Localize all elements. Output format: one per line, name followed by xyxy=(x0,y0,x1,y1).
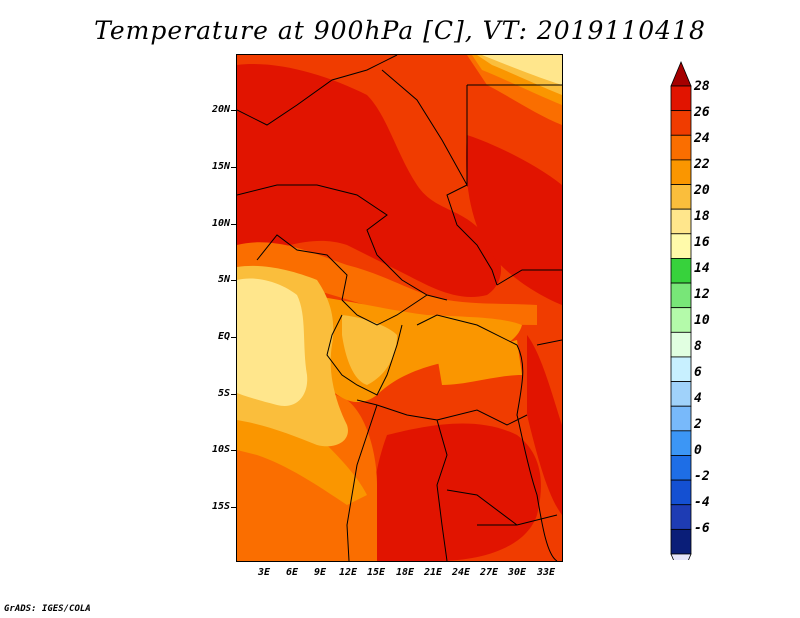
colorbar-swatch xyxy=(670,184,692,210)
colorbar-label: 10 xyxy=(694,313,710,328)
colorbar-label: -4 xyxy=(694,495,710,510)
colorbar-label: 6 xyxy=(694,365,702,380)
lat-tick xyxy=(231,450,236,451)
temperature-map xyxy=(236,54,563,562)
colorbar-swatch xyxy=(670,528,692,555)
colorbar-label: 4 xyxy=(694,391,702,406)
colorbar-swatch xyxy=(670,258,692,284)
colorbar-swatch xyxy=(670,159,692,185)
colorbar-label: 2 xyxy=(694,417,702,432)
colorbar-swatch xyxy=(670,381,692,407)
colorbar-swatch xyxy=(670,208,692,235)
colorbar-label: 18 xyxy=(694,209,710,224)
lat-tick xyxy=(231,167,236,168)
colorbar-swatch xyxy=(670,110,692,136)
lon-label: 12E xyxy=(338,567,358,578)
colorbar-label: 0 xyxy=(694,443,702,458)
lon-label: 24E xyxy=(451,567,471,578)
colorbar-label: 8 xyxy=(694,339,702,354)
colorbar-label: 26 xyxy=(694,105,710,120)
lon-label: 27E xyxy=(479,567,499,578)
lat-label: 5N xyxy=(217,274,230,285)
lon-label: 30E xyxy=(507,567,527,578)
colorbar-label: 28 xyxy=(694,79,710,94)
lat-label: 10S xyxy=(211,444,230,455)
chart-title: Temperature at 900hPa [C], VT: 201911041… xyxy=(94,16,706,45)
colorbar-swatch xyxy=(670,85,692,112)
field-16-18 xyxy=(237,55,562,406)
lat-tick xyxy=(231,280,236,281)
grads-credit: GrADS: IGES/COLA xyxy=(4,604,91,614)
lon-label: 21E xyxy=(423,567,443,578)
lat-tick xyxy=(231,337,236,338)
lat-label: 15N xyxy=(211,161,230,172)
colorbar-swatch xyxy=(670,331,692,358)
field-26-28 xyxy=(237,64,562,561)
colorbar-swatch xyxy=(670,233,692,259)
colorbar-swatch xyxy=(670,356,692,382)
colorbar-label: 24 xyxy=(694,131,710,146)
colorbar-arrow-top xyxy=(670,60,692,87)
lon-label: 15E xyxy=(366,567,386,578)
colorbar-label: 12 xyxy=(694,287,710,302)
colorbar-label: 16 xyxy=(694,235,710,250)
lat-tick xyxy=(231,224,236,225)
lat-label: 5S xyxy=(217,388,230,399)
colorbar-label: 14 xyxy=(694,261,710,276)
lat-tick xyxy=(231,507,236,508)
lat-label: EQ xyxy=(217,331,230,342)
lon-label: 33E xyxy=(536,567,556,578)
colorbar-swatch xyxy=(670,430,692,456)
colorbar-arrow-bottom xyxy=(670,553,692,560)
colorbar-label: -2 xyxy=(694,469,710,484)
lat-label: 20N xyxy=(211,104,230,115)
colorbar-label: -6 xyxy=(694,521,710,536)
lon-label: 9E xyxy=(313,567,327,578)
colorbar-label: 22 xyxy=(694,157,710,172)
colorbar-swatch xyxy=(670,405,692,432)
lat-label: 10N xyxy=(211,218,230,229)
colorbar-swatch xyxy=(670,504,692,530)
colorbar-swatch xyxy=(670,282,692,309)
lat-label: 15S xyxy=(211,501,230,512)
colorbar-swatch xyxy=(670,134,692,161)
colorbar-swatch xyxy=(670,307,692,333)
lat-tick xyxy=(231,110,236,111)
lon-label: 3E xyxy=(257,567,271,578)
colorbar xyxy=(670,60,692,560)
colorbar-swatch xyxy=(670,479,692,506)
colorbar-label: 20 xyxy=(694,183,710,198)
country-borders xyxy=(237,55,562,561)
lon-label: 6E xyxy=(285,567,299,578)
lat-tick xyxy=(231,394,236,395)
lon-label: 18E xyxy=(395,567,415,578)
colorbar-swatch xyxy=(670,455,692,481)
